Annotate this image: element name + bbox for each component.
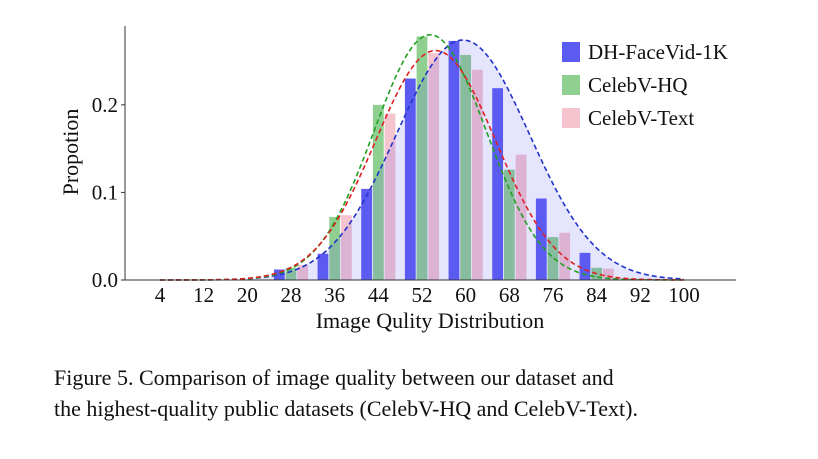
legend: DH-FaceVid-1K CelebV-HQ CelebV-Text	[562, 40, 728, 130]
x-tick-label: 68	[499, 283, 520, 307]
bar-celebv-text-60	[471, 69, 483, 280]
bar-celebv-text-84	[602, 268, 614, 280]
y-tick-label: 0.1	[92, 180, 118, 204]
x-tick-label: 84	[586, 283, 608, 307]
x-tick-label: 52	[412, 283, 433, 307]
bar-celebv-hq-76	[547, 237, 559, 280]
x-axis-label: Image Qulity Distribution	[316, 308, 545, 333]
legend-label: CelebV-HQ	[588, 73, 688, 97]
bar-dh-facevid-1k-28	[273, 269, 285, 280]
x-tick-label: 36	[324, 283, 345, 307]
legend-swatch	[562, 42, 580, 62]
bar-dh-facevid-1k-68	[492, 88, 504, 280]
figure-caption: Figure 5. Comparison of image quality be…	[54, 362, 766, 424]
x-tick-label: 28	[281, 283, 302, 307]
x-tick-label: 20	[237, 283, 258, 307]
bar-celebv-hq-36	[329, 216, 341, 280]
bar-dh-facevid-1k-76	[535, 198, 547, 280]
x-tick-label: 4	[155, 283, 166, 307]
bar-celebv-hq-52	[416, 36, 428, 281]
y-axis-label: Propotion	[58, 109, 83, 196]
bar-celebv-hq-44	[372, 104, 384, 280]
x-tick-label: 12	[193, 283, 214, 307]
bar-dh-facevid-1k-52	[404, 78, 416, 280]
bar-dh-facevid-1k-36	[317, 253, 329, 280]
bar-dh-facevid-1k-44	[361, 188, 373, 280]
bar-celebv-hq-68	[503, 169, 515, 280]
curve-dh-facevid-1k	[160, 39, 685, 281]
bar-celebv-hq-28	[285, 267, 297, 280]
curve-fill-dh-facevid-1k	[160, 40, 684, 281]
x-tick-label: 92	[630, 283, 651, 307]
bar-dh-facevid-1k-60	[448, 40, 460, 280]
bar-celebv-hq-60	[460, 54, 472, 281]
x-tick-label: 76	[543, 283, 564, 307]
curves-layer	[160, 33, 685, 281]
bar-celebv-text-44	[384, 113, 396, 280]
ticks-layer: 4 12 20 28 36 44 52 60 68 76 84 92 100 0.0 0.1 0.2	[92, 93, 700, 307]
bar-celebv-text-52	[428, 53, 440, 281]
legend-label: CelebV-Text	[588, 106, 694, 130]
y-tick-label: 0.2	[92, 93, 118, 117]
y-tick-label: 0.0	[92, 268, 118, 292]
bar-celebv-text-68	[515, 154, 527, 280]
curve-celebv-text	[160, 49, 685, 281]
axes-layer	[124, 26, 736, 281]
x-tick-label: 100	[668, 283, 700, 307]
x-tick-label: 44	[368, 283, 390, 307]
legend-swatch	[562, 108, 580, 128]
bar-dh-facevid-1k-84	[579, 252, 591, 280]
bar-celebv-text-36	[340, 215, 352, 280]
chart: 4 12 20 28 36 44 52 60 68 76 84 92 100 0.0 0.1 0.2 Imag…	[58, 26, 736, 333]
caption-line-2: the highest-quality public datasets (Cel…	[54, 396, 638, 421]
legend-label: DH-FaceVid-1K	[588, 40, 728, 64]
legend-swatch	[562, 75, 580, 95]
caption-line-1: Figure 5. Comparison of image quality be…	[54, 365, 614, 390]
curve-celebv-hq	[160, 33, 684, 281]
x-tick-label: 60	[455, 283, 476, 307]
bar-celebv-text-28	[297, 265, 309, 280]
